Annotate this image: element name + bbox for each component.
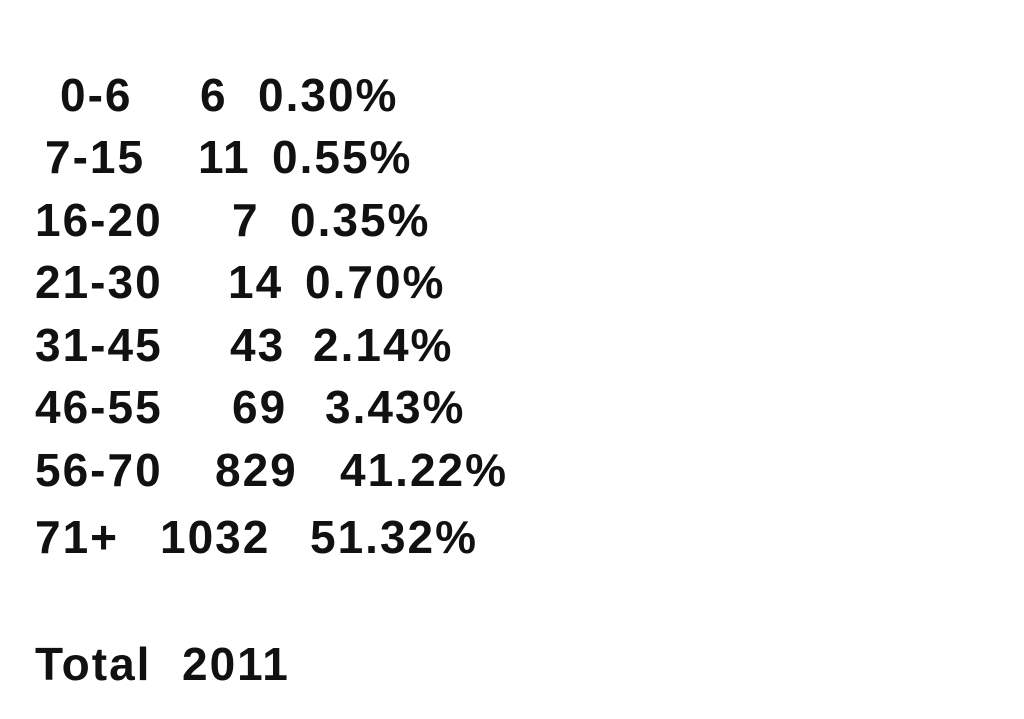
percent: 41.22% [340, 444, 509, 496]
percent: 0.30% [258, 69, 399, 121]
count: 43 [230, 319, 286, 371]
total-label: Total [35, 638, 152, 690]
percent: 0.35% [290, 194, 431, 246]
table-row: 31-45 43 2.14% [0, 322, 1024, 368]
total-value: 2011 [182, 638, 290, 690]
age-range: 21-30 [35, 256, 163, 308]
count: 7 [232, 194, 260, 246]
count: 829 [215, 444, 298, 496]
table-row: 56-70 829 41.22% [0, 447, 1024, 493]
count: 69 [232, 381, 288, 433]
count: 11 [198, 131, 251, 183]
age-range: 0-6 [60, 69, 133, 121]
percent: 0.55% [272, 131, 413, 183]
age-range: 56-70 [35, 444, 163, 496]
percent: 51.32% [310, 511, 479, 563]
count: 6 [200, 69, 228, 121]
age-range: 16-20 [35, 194, 163, 246]
table-row: 71+ 1032 51.32% [0, 514, 1024, 560]
table-row: 0-6 6 0.30% [0, 72, 1024, 118]
age-range: 46-55 [35, 381, 163, 433]
table-row: 16-20 7 0.35% [0, 197, 1024, 243]
table-row: 21-30 14 0.70% [0, 259, 1024, 305]
total-row: Total 2011 [0, 641, 1024, 687]
age-range: 71+ [35, 511, 120, 563]
count: 1032 [160, 511, 271, 563]
table-row: 7-15 11 0.55% [0, 134, 1024, 180]
percent: 0.70% [305, 256, 446, 308]
age-range: 31-45 [35, 319, 163, 371]
table-row: 46-55 69 3.43% [0, 384, 1024, 430]
percent: 2.14% [313, 319, 454, 371]
percent: 3.43% [325, 381, 466, 433]
count: 14 [228, 256, 284, 308]
age-range: 7-15 [45, 131, 146, 183]
